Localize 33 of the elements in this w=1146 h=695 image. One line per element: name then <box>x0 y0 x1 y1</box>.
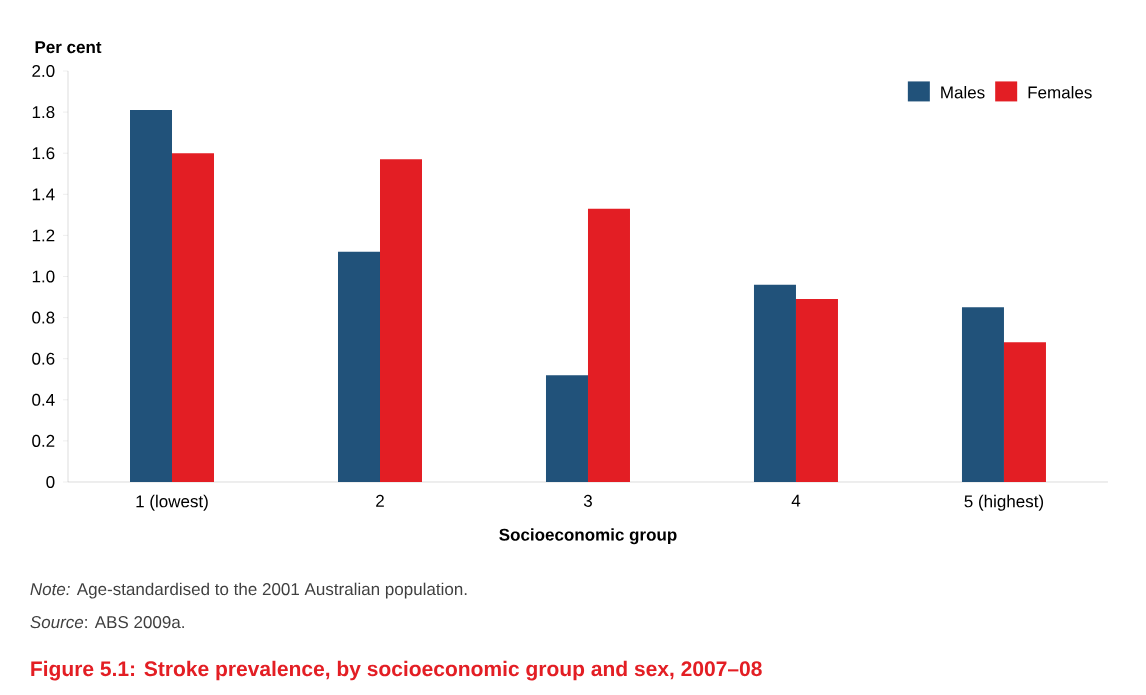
bar <box>130 110 172 482</box>
y-tick-label: 0.6 <box>32 352 55 365</box>
y-tick-label: 1.8 <box>32 106 55 119</box>
y-tick-label: 0.8 <box>32 311 55 324</box>
bar <box>380 159 422 482</box>
x-tick-label: 4 <box>791 494 801 507</box>
bar <box>338 251 380 482</box>
bar <box>545 375 588 482</box>
y-tick-label: 1.0 <box>32 270 55 283</box>
x-axis-title: Socioeconomic group <box>499 528 677 545</box>
x-tick-label: 1 (lowest) <box>136 494 208 511</box>
bar <box>172 153 214 482</box>
bar <box>753 284 796 482</box>
x-tick-label: 3 <box>583 494 592 507</box>
y-tick-label: 1.4 <box>32 188 55 201</box>
legend-label: Females <box>1028 85 1092 99</box>
x-tick-label: 2 <box>376 494 384 507</box>
y-tick-label: 1.2 <box>32 229 55 242</box>
y-tick-label: 1.6 <box>32 147 55 160</box>
bar <box>961 307 1004 482</box>
text: Source: ABS 2009a. <box>30 616 184 629</box>
text: Figure 5.1: Stroke prevalence, by socioeconomic group and sex, 2007–08 <box>31 660 762 681</box>
bar <box>795 299 838 482</box>
x-tick-label: 5 (highest) <box>964 494 1044 511</box>
y-tick-label: 0.2 <box>32 434 55 447</box>
y-tick-label: 2.0 <box>32 64 55 78</box>
legend-label: Males <box>941 85 985 99</box>
y-tick-label: 0.4 <box>32 393 55 406</box>
bar <box>587 208 630 482</box>
bar <box>1003 342 1046 482</box>
y-axis-title: Per cent <box>35 41 102 54</box>
y-tick-label: 0 <box>46 475 55 489</box>
text: Note: Age-standardised to the 2001 Australian population. <box>30 582 467 599</box>
